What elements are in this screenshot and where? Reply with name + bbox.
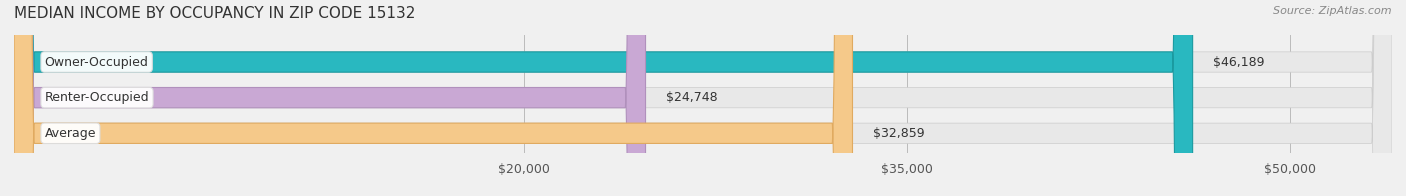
Text: $46,189: $46,189 [1213, 55, 1264, 69]
Text: Owner-Occupied: Owner-Occupied [45, 55, 149, 69]
Text: $32,859: $32,859 [873, 127, 925, 140]
FancyBboxPatch shape [14, 0, 1392, 196]
FancyBboxPatch shape [14, 0, 1192, 196]
Text: $24,748: $24,748 [666, 91, 717, 104]
Text: Source: ZipAtlas.com: Source: ZipAtlas.com [1274, 6, 1392, 16]
FancyBboxPatch shape [14, 0, 645, 196]
Text: MEDIAN INCOME BY OCCUPANCY IN ZIP CODE 15132: MEDIAN INCOME BY OCCUPANCY IN ZIP CODE 1… [14, 6, 415, 21]
FancyBboxPatch shape [14, 0, 852, 196]
FancyBboxPatch shape [14, 0, 1392, 196]
FancyBboxPatch shape [14, 0, 1392, 196]
Text: Renter-Occupied: Renter-Occupied [45, 91, 149, 104]
Text: Average: Average [45, 127, 96, 140]
